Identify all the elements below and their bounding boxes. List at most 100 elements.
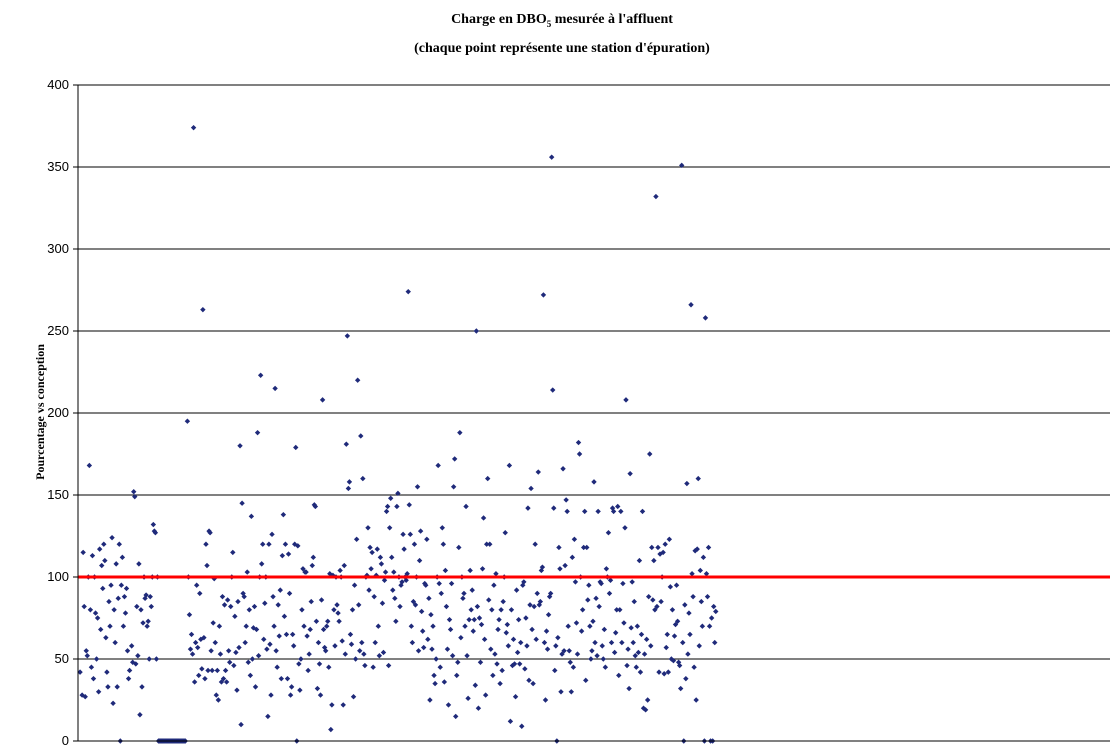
data-point <box>456 545 461 550</box>
data-point <box>639 632 644 637</box>
data-point <box>378 555 383 560</box>
data-point <box>570 555 575 560</box>
data-point <box>674 583 679 588</box>
data-point <box>529 627 534 632</box>
data-point <box>217 624 222 629</box>
data-point <box>683 676 688 681</box>
data-point <box>274 665 279 670</box>
data-point <box>247 607 252 612</box>
data-point <box>306 651 311 656</box>
data-point <box>84 648 89 653</box>
data-point <box>397 604 402 609</box>
data-point <box>588 656 593 661</box>
data-point <box>308 627 313 632</box>
data-point <box>600 643 605 648</box>
data-point <box>471 628 476 633</box>
data-point <box>110 701 115 706</box>
data-point <box>272 386 277 391</box>
data-point <box>451 484 456 489</box>
data-point <box>131 489 136 494</box>
data-point <box>228 604 233 609</box>
data-point <box>619 640 624 645</box>
data-point <box>318 692 323 697</box>
data-point <box>627 471 632 476</box>
data-point <box>617 607 622 612</box>
data-point <box>193 640 198 645</box>
data-point <box>259 561 264 566</box>
data-point <box>120 555 125 560</box>
data-point <box>550 387 555 392</box>
data-point <box>285 676 290 681</box>
data-point <box>418 528 423 533</box>
data-point <box>239 501 244 506</box>
data-point <box>688 302 693 307</box>
data-point <box>522 666 527 671</box>
data-point <box>231 663 236 668</box>
data-point <box>357 648 362 653</box>
data-point <box>262 601 267 606</box>
data-point <box>483 692 488 697</box>
data-point <box>203 542 208 547</box>
data-point <box>549 154 554 159</box>
data-point <box>223 668 228 673</box>
data-point <box>573 579 578 584</box>
data-point <box>583 678 588 683</box>
data-point <box>124 586 129 591</box>
data-point <box>625 646 630 651</box>
data-point <box>297 687 302 692</box>
data-point <box>116 596 121 601</box>
data-point <box>279 676 284 681</box>
data-point <box>311 555 316 560</box>
y-tick-label-50: 50 <box>55 651 69 666</box>
data-point <box>334 602 339 607</box>
data-point <box>320 397 325 402</box>
data-point <box>387 525 392 530</box>
data-point <box>341 702 346 707</box>
data-point <box>665 632 670 637</box>
data-point <box>443 568 448 573</box>
data-point <box>507 463 512 468</box>
data-point <box>576 440 581 445</box>
y-tick-label-350: 350 <box>47 159 69 174</box>
data-point <box>355 378 360 383</box>
data-point <box>572 537 577 542</box>
data-point <box>658 599 663 604</box>
data-point <box>420 628 425 633</box>
data-point <box>356 602 361 607</box>
data-point <box>419 609 424 614</box>
data-point <box>496 617 501 622</box>
data-point <box>646 594 651 599</box>
data-point <box>454 673 459 678</box>
data-point <box>93 610 98 615</box>
data-point <box>441 542 446 547</box>
data-point <box>365 525 370 530</box>
data-point <box>230 550 235 555</box>
data-point <box>534 637 539 642</box>
data-point <box>384 509 389 514</box>
gridlines <box>78 85 1110 659</box>
data-point <box>248 673 253 678</box>
data-point <box>632 599 637 604</box>
data-point <box>439 591 444 596</box>
data-point <box>437 581 442 586</box>
data-point <box>556 545 561 550</box>
data-point <box>444 604 449 609</box>
data-point <box>499 668 504 673</box>
data-point <box>107 624 112 629</box>
data-point <box>515 650 520 655</box>
data-point <box>620 581 625 586</box>
data-point <box>194 583 199 588</box>
data-point <box>480 566 485 571</box>
data-point <box>468 607 473 612</box>
data-point <box>94 656 99 661</box>
data-point <box>268 692 273 697</box>
data-point <box>575 651 580 656</box>
data-point <box>667 537 672 542</box>
data-point <box>350 607 355 612</box>
data-point <box>80 550 85 555</box>
data-point <box>400 532 405 537</box>
data-point <box>629 579 634 584</box>
data-point <box>426 596 431 601</box>
data-point <box>645 697 650 702</box>
data-point <box>712 640 717 645</box>
